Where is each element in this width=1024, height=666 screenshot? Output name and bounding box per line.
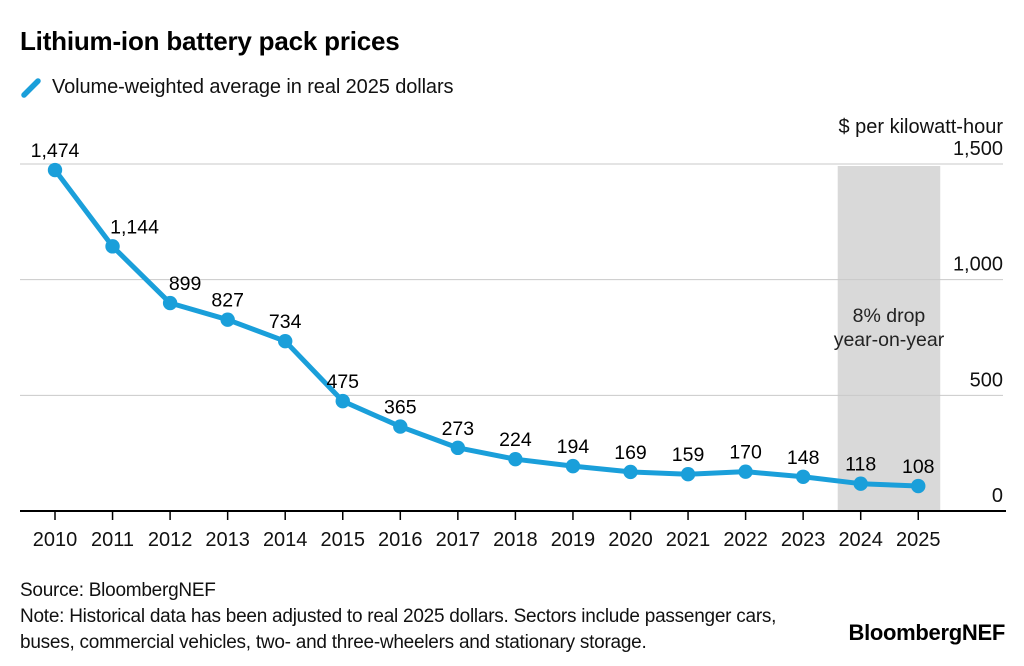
data-label-2023: 148 — [787, 447, 820, 469]
data-label-2017: 273 — [442, 418, 475, 440]
data-label-2011: 1,144 — [110, 216, 159, 238]
x-tick-label-2022: 2022 — [723, 529, 768, 551]
price-series-line — [52, 167, 921, 489]
data-label-2025: 108 — [902, 456, 935, 478]
source-line: Source: BloombergNEF — [20, 580, 216, 601]
chart-title: Lithium-ion battery pack prices — [20, 26, 400, 56]
data-point-2018 — [508, 451, 523, 467]
data-point-2013 — [220, 312, 235, 327]
data-label-2021: 159 — [672, 444, 705, 466]
footnote: Source: BloombergNEF Note: Historical da… — [20, 578, 776, 656]
data-point-2021 — [680, 467, 696, 482]
x-tick-label-2018: 2018 — [493, 529, 538, 551]
x-tick-label-2017: 2017 — [436, 529, 481, 551]
band-annotation-line-2: year-on-year — [834, 329, 945, 351]
x-tick-label-2013: 2013 — [205, 529, 250, 551]
x-tick-label-2011: 2011 — [91, 529, 134, 551]
data-label-2018: 224 — [499, 429, 532, 451]
x-tick-label-2016: 2016 — [378, 529, 423, 551]
legend-line-icon — [21, 77, 41, 98]
y-tick-label-1000: 1,000 — [953, 254, 1003, 276]
data-point-2015 — [335, 393, 350, 409]
price-line-chart: 1,500 1,000 500 0 $ per kilowatt-hour 8% drop… — [20, 116, 1006, 551]
data-point-2017 — [450, 440, 466, 456]
data-point-2014 — [278, 334, 293, 349]
data-label-2019: 194 — [557, 436, 590, 458]
data-point-2012 — [162, 295, 178, 311]
data-point-2011 — [105, 239, 120, 254]
note-line-2: buses, commercial vehicles, two- and thr… — [20, 632, 647, 653]
y-tick-label-500: 500 — [970, 369, 1003, 391]
x-tick-label-2015: 2015 — [321, 529, 366, 551]
x-tick-label-2020: 2020 — [608, 529, 653, 551]
data-label-2014: 734 — [269, 311, 302, 333]
data-point-2025 — [911, 478, 926, 494]
data-point-2024 — [853, 476, 868, 491]
legend-label: Volume-weighted average in real 2025 dol… — [52, 76, 454, 98]
data-label-2013: 827 — [211, 290, 244, 312]
data-point-2016 — [393, 419, 408, 434]
data-point-2010 — [47, 162, 63, 178]
x-tick-label-2023: 2023 — [781, 529, 826, 551]
y-tick-label-0: 0 — [992, 485, 1003, 507]
highlight-band-2024-2025 — [837, 166, 941, 511]
y-tick-label-1500: 1,500 — [953, 138, 1003, 160]
x-tick-label-2025: 2025 — [896, 529, 941, 551]
data-label-2016: 365 — [384, 397, 417, 419]
data-point-2019 — [565, 458, 581, 474]
legend: Volume-weighted average in real 2025 dol… — [20, 76, 454, 99]
note-line-1: Note: Historical data has been adjusted … — [20, 606, 777, 627]
data-label-2010: 1,474 — [31, 140, 80, 162]
x-tick-label-2019: 2019 — [551, 529, 596, 551]
x-tick-label-2012: 2012 — [148, 529, 193, 551]
data-label-2024: 118 — [845, 454, 876, 476]
data-label-2015: 475 — [326, 371, 359, 393]
x-tick-label-2010: 2010 — [33, 529, 78, 551]
y-axis-unit-label: $ per kilowatt-hour — [838, 116, 1003, 138]
data-label-2012: 899 — [169, 273, 202, 295]
bloombergnef-logo: BloombergNEF — [848, 620, 1005, 645]
band-annotation-line-1: 8% drop — [853, 305, 926, 327]
data-point-2023 — [795, 469, 811, 484]
x-tick-label-2021: 2021 — [666, 529, 711, 551]
x-tick-label-2024: 2024 — [838, 529, 883, 551]
x-tick-label-2014: 2014 — [263, 529, 308, 551]
data-point-2020 — [623, 464, 638, 480]
data-label-2020: 169 — [614, 442, 647, 464]
data-label-2022: 170 — [729, 442, 762, 464]
data-point-2022 — [738, 464, 753, 479]
